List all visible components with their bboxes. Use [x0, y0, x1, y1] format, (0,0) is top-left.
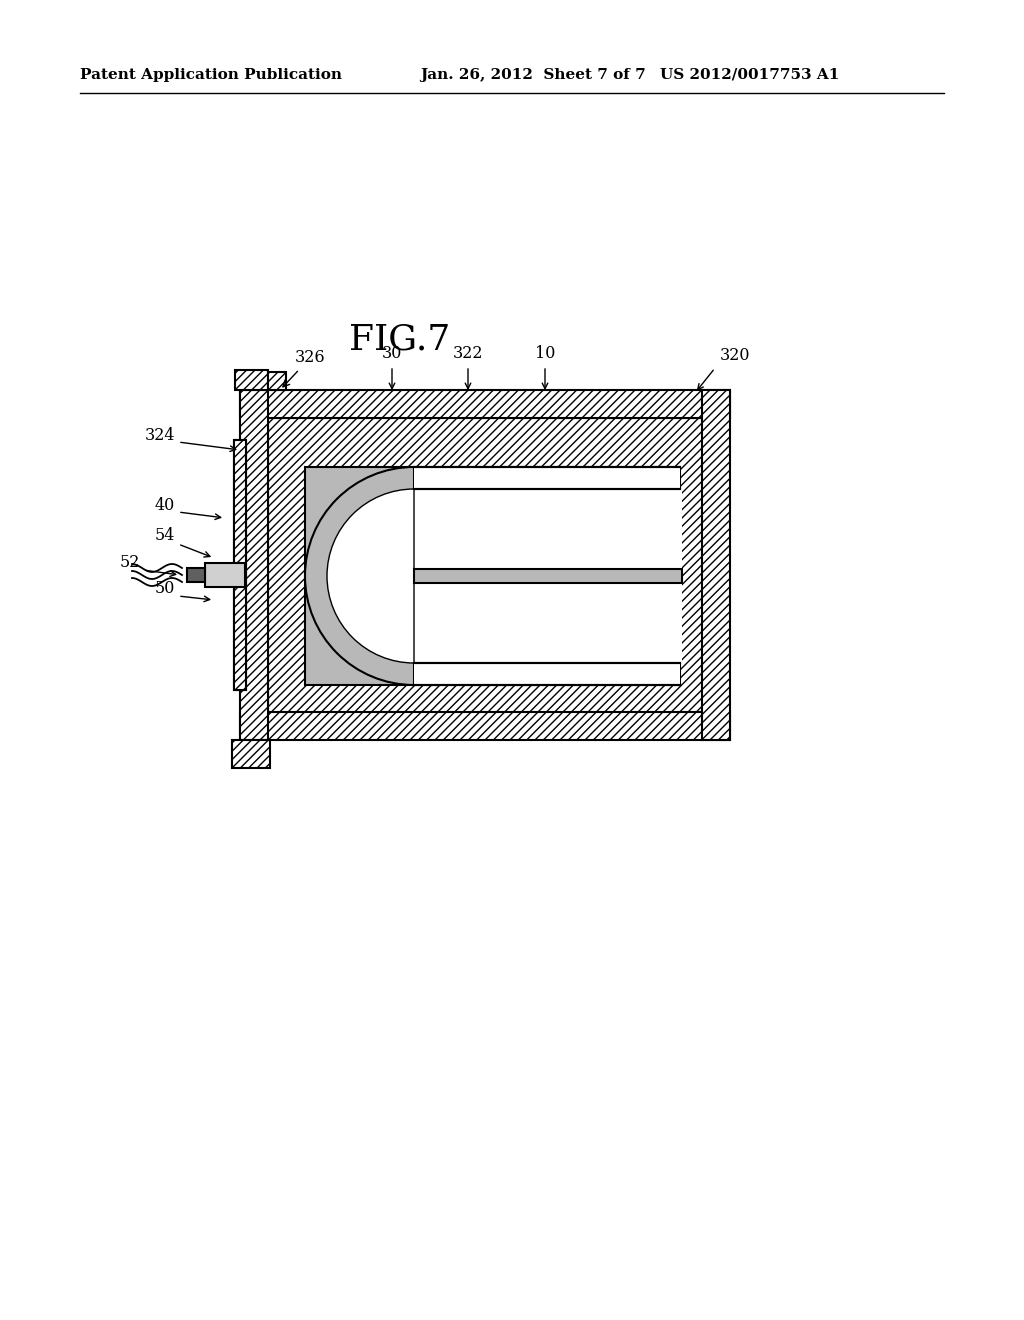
Bar: [234, 440, 246, 690]
Bar: [234, 370, 268, 389]
Bar: [414, 488, 682, 663]
Bar: [268, 418, 702, 711]
Text: 30: 30: [382, 345, 402, 362]
Bar: [268, 372, 286, 389]
Bar: [702, 389, 730, 741]
Bar: [234, 440, 246, 690]
Text: 52: 52: [120, 554, 140, 572]
Text: US 2012/0017753 A1: US 2012/0017753 A1: [660, 69, 840, 82]
Bar: [414, 663, 680, 685]
Wedge shape: [327, 488, 414, 663]
Text: 322: 322: [453, 345, 483, 362]
Text: 324: 324: [144, 426, 175, 444]
Bar: [205, 564, 245, 587]
Text: FIG.7: FIG.7: [349, 323, 451, 356]
Wedge shape: [305, 467, 414, 685]
Bar: [187, 568, 205, 582]
Bar: [240, 711, 730, 741]
Text: Patent Application Publication: Patent Application Publication: [80, 69, 342, 82]
Bar: [240, 389, 268, 741]
Bar: [414, 467, 680, 488]
Text: 54: 54: [155, 527, 175, 544]
Bar: [240, 389, 730, 418]
Text: 40: 40: [155, 498, 175, 513]
Text: 320: 320: [720, 347, 751, 364]
Bar: [414, 569, 682, 583]
Text: 50: 50: [155, 579, 175, 597]
Bar: [232, 741, 270, 768]
Text: 10: 10: [535, 345, 555, 362]
Bar: [305, 467, 680, 685]
Text: 326: 326: [283, 350, 326, 387]
Text: Jan. 26, 2012  Sheet 7 of 7: Jan. 26, 2012 Sheet 7 of 7: [420, 69, 646, 82]
